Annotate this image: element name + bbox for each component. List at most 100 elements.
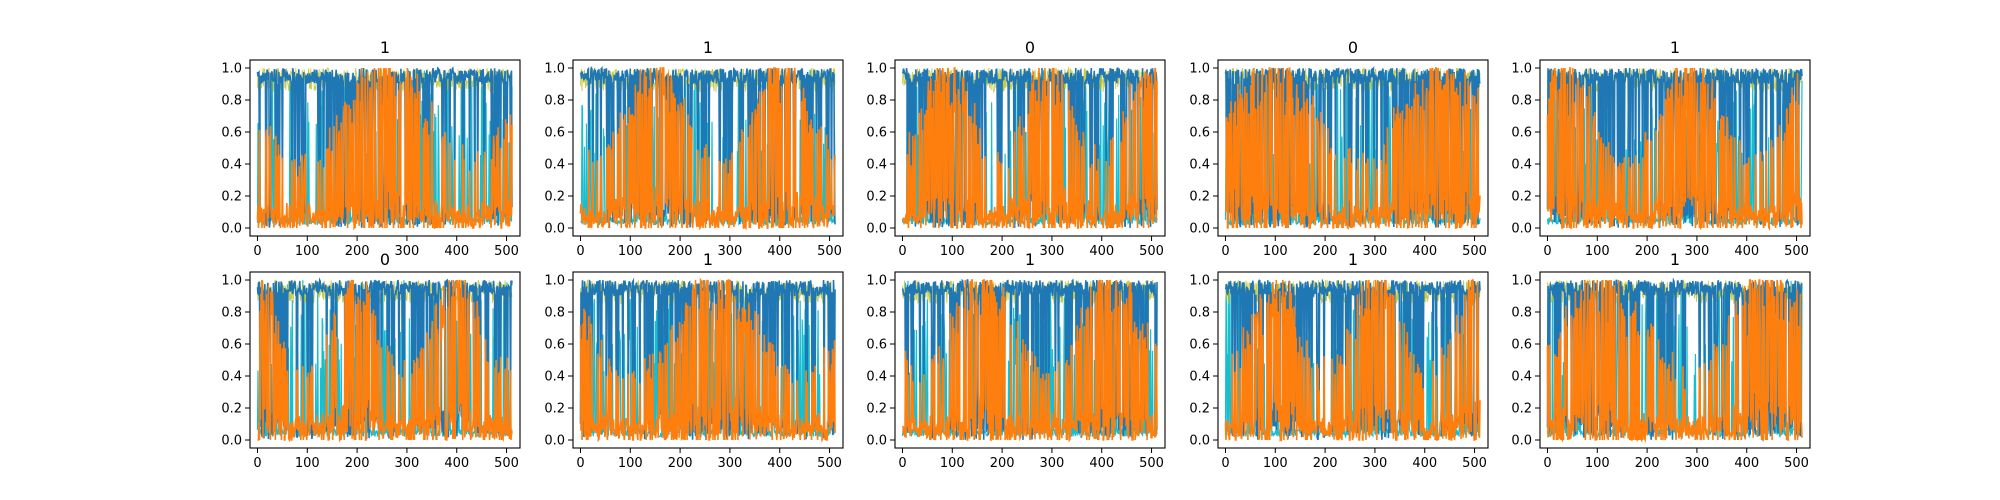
x-tick-label: 0 [253, 456, 261, 471]
y-tick-label: 0.4 [866, 370, 887, 385]
x-tick-label: 400 [1412, 456, 1437, 471]
panel-title: 1 [1670, 38, 1680, 57]
x-tick-label: 200 [990, 244, 1015, 259]
y-tick-label: 1.0 [1189, 62, 1210, 77]
x-tick-label: 0 [898, 456, 906, 471]
axes-frame [1539, 271, 1811, 449]
plot-area [256, 277, 513, 443]
x-tick-label: 0 [898, 244, 906, 259]
y-tick-label: 0.6 [544, 126, 565, 141]
x-tick-label: 300 [1040, 244, 1065, 259]
x-tick-label: 0 [1221, 456, 1229, 471]
x-tick-label: 100 [1585, 244, 1610, 259]
panel-title: 0 [1348, 38, 1358, 57]
y-tick-label: 1.0 [544, 62, 565, 77]
y-tick-label: 0.4 [1189, 158, 1210, 173]
x-tick-label: 300 [1685, 244, 1710, 259]
x-tick-label: 0 [576, 244, 584, 259]
y-tick-label: 0.4 [544, 370, 565, 385]
panel-title: 0 [380, 250, 390, 269]
x-tick-label: 200 [990, 456, 1015, 471]
plot-area [579, 277, 836, 443]
x-tick-label: 200 [345, 456, 370, 471]
y-tick-label: 0.6 [1189, 126, 1210, 141]
x-tick-label: 400 [1734, 456, 1759, 471]
y-tick-label: 0.6 [544, 338, 565, 353]
y-tick-label: 0.2 [866, 190, 887, 205]
x-tick-label: 0 [1221, 244, 1229, 259]
y-tick-label: 0.8 [544, 94, 565, 109]
x-tick-label: 500 [1462, 456, 1487, 471]
panel-2: 0 100 200 300 400 500 0.0 0.2 0.4 0.6 0.8 1.0 1 [544, 38, 844, 259]
y-tick-label: 1.0 [544, 274, 565, 289]
y-tick-label: 0.0 [221, 222, 242, 237]
y-tick-label: 0.8 [866, 94, 887, 109]
y-tick-label: 0.2 [221, 402, 242, 417]
x-tick-label: 100 [1263, 244, 1288, 259]
plot-area [1546, 67, 1803, 231]
series-orange-line [579, 67, 836, 231]
axes-frame [1217, 271, 1489, 449]
x-tick-label: 300 [395, 456, 420, 471]
y-tick-label: 0.2 [1189, 190, 1210, 205]
x-tick-label: 500 [494, 456, 519, 471]
plot-area [579, 65, 836, 231]
y-tick-label: 0.8 [1511, 94, 1532, 109]
series-orange-line [1546, 279, 1803, 443]
panel-9: 0 100 200 300 400 500 0.0 0.2 0.4 0.6 0.8 1.0 1 [1189, 250, 1489, 471]
axes-frame [1217, 59, 1489, 237]
x-tick-label: 100 [1585, 456, 1610, 471]
x-tick-label: 200 [1313, 244, 1338, 259]
series-orange-line [901, 279, 1158, 443]
series-orange-line [256, 67, 513, 231]
y-tick-label: 0.0 [1189, 222, 1210, 237]
series-blue-line [579, 65, 836, 228]
y-tick-label: 1.0 [1511, 274, 1532, 289]
panel-6: 0 100 200 300 400 500 0.0 0.2 0.4 0.6 0.8 1.0 0 [221, 250, 521, 471]
x-tick-label: 400 [444, 456, 469, 471]
y-tick-label: 0.4 [221, 158, 242, 173]
panel-title: 0 [1025, 38, 1035, 57]
axes-frame [572, 271, 844, 449]
x-tick-label: 500 [1139, 456, 1164, 471]
y-tick-label: 0.6 [1511, 338, 1532, 353]
plot-area [901, 278, 1158, 443]
panel-title: 1 [380, 38, 390, 57]
y-tick-label: 0.8 [1511, 306, 1532, 321]
series-blue-line [256, 277, 513, 440]
y-tick-label: 1.0 [866, 274, 887, 289]
panel-title: 1 [1348, 250, 1358, 269]
x-tick-label: 300 [1363, 456, 1388, 471]
y-tick-label: 1.0 [1511, 62, 1532, 77]
x-tick-label: 200 [1635, 244, 1660, 259]
x-tick-label: 400 [767, 244, 792, 259]
x-tick-label: 0 [1543, 456, 1551, 471]
panel-title: 1 [1670, 250, 1680, 269]
y-tick-label: 0.8 [221, 94, 242, 109]
axes-frame [894, 59, 1166, 237]
y-tick-label: 1.0 [221, 274, 242, 289]
series-orange-line [901, 66, 1158, 229]
panel-3: 0 100 200 300 400 500 0.0 0.2 0.4 0.6 0.8 1.0 0 [866, 38, 1166, 259]
x-tick-label: 100 [295, 456, 320, 471]
y-tick-label: 0.6 [866, 126, 887, 141]
y-tick-label: 0.0 [866, 434, 887, 449]
x-tick-label: 500 [494, 244, 519, 259]
y-tick-label: 0.2 [1189, 402, 1210, 417]
y-tick-label: 0.6 [221, 338, 242, 353]
y-tick-label: 0.4 [1189, 370, 1210, 385]
y-tick-label: 0.2 [1511, 402, 1532, 417]
y-tick-label: 0.0 [1511, 222, 1532, 237]
y-tick-label: 0.6 [866, 338, 887, 353]
panel-title: 1 [703, 250, 713, 269]
y-tick-label: 0.8 [1189, 94, 1210, 109]
panel-7: 0 100 200 300 400 500 0.0 0.2 0.4 0.6 0.8 1.0 1 [544, 250, 844, 471]
x-tick-label: 300 [395, 244, 420, 259]
panel-10: 0 100 200 300 400 500 0.0 0.2 0.4 0.6 0.8 1.0 1 [1511, 250, 1811, 471]
axes-frame [249, 59, 521, 237]
y-tick-label: 0.2 [544, 402, 565, 417]
x-tick-label: 500 [817, 244, 842, 259]
y-tick-label: 0.0 [544, 434, 565, 449]
series-orange-line [1546, 67, 1803, 231]
y-tick-label: 0.4 [221, 370, 242, 385]
